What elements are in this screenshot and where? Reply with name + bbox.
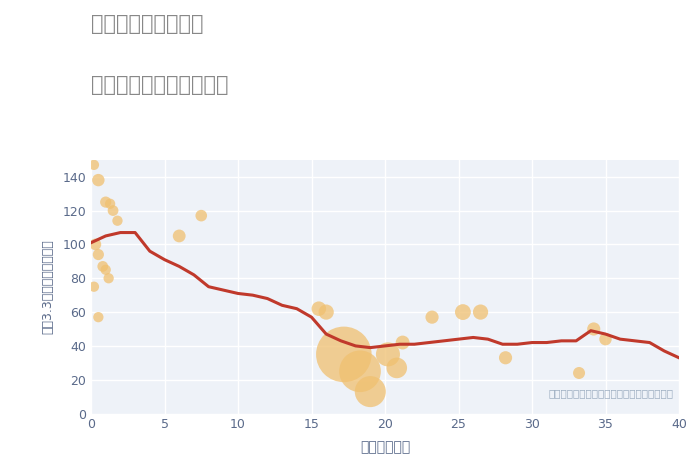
Point — [397, 339, 408, 346]
Text: 築年数別中古戸建て価格: 築年数別中古戸建て価格 — [91, 75, 228, 95]
Point — [195, 212, 207, 219]
Text: 千葉県成田市大沼の: 千葉県成田市大沼の — [91, 14, 204, 34]
Point — [500, 354, 511, 361]
Point — [92, 251, 104, 258]
Point — [588, 325, 599, 333]
Point — [88, 283, 99, 290]
Point — [426, 313, 438, 321]
Point — [88, 161, 99, 169]
Y-axis label: 坪（3.3㎡）単価（万円）: 坪（3.3㎡）単価（万円） — [41, 239, 54, 334]
Text: 円の大きさは、取引のあった物件面積を示す: 円の大きさは、取引のあった物件面積を示す — [548, 388, 673, 399]
Point — [354, 368, 365, 375]
Point — [112, 217, 123, 225]
Point — [108, 207, 119, 214]
Point — [475, 308, 486, 316]
Point — [90, 241, 101, 248]
Point — [97, 263, 108, 270]
Point — [365, 388, 376, 395]
Point — [321, 308, 332, 316]
X-axis label: 築年数（年）: 築年数（年） — [360, 440, 410, 454]
Point — [100, 266, 111, 274]
Point — [338, 351, 349, 358]
Point — [382, 351, 393, 358]
Point — [92, 313, 104, 321]
Point — [573, 369, 584, 377]
Point — [457, 308, 468, 316]
Point — [100, 198, 111, 206]
Point — [314, 305, 325, 313]
Point — [174, 232, 185, 240]
Point — [92, 176, 104, 184]
Point — [391, 364, 402, 372]
Point — [104, 200, 116, 208]
Point — [103, 274, 114, 282]
Point — [600, 336, 611, 343]
